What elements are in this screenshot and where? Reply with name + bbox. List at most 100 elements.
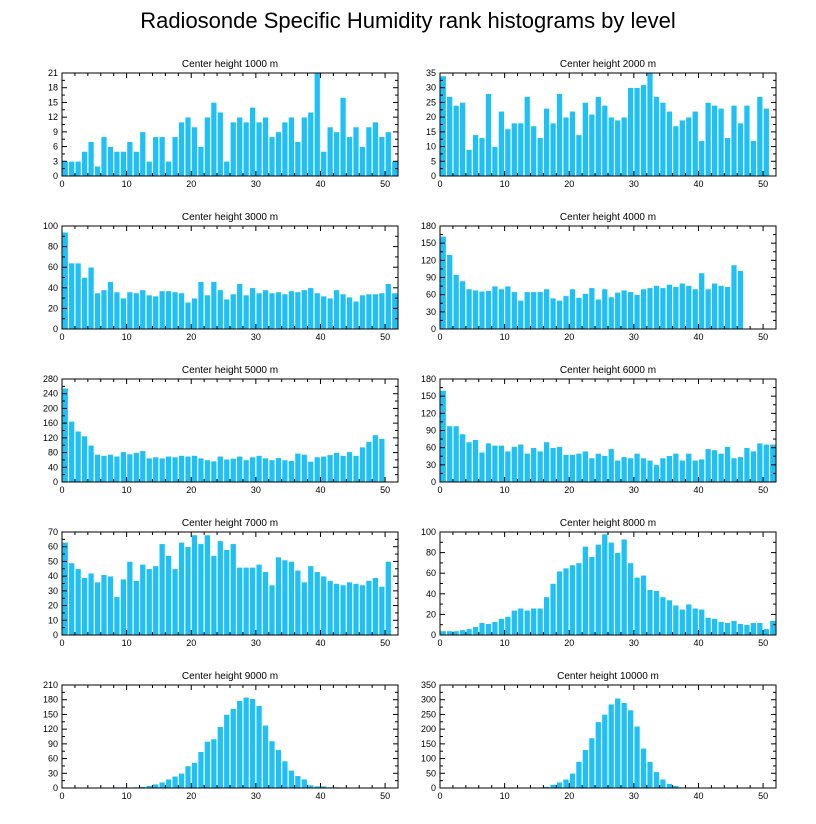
bar <box>698 458 705 483</box>
bar <box>152 136 159 177</box>
x-tick-label: 10 <box>500 638 510 648</box>
x-tick-label: 50 <box>758 791 768 801</box>
bar <box>139 131 146 177</box>
bar <box>301 778 308 789</box>
bar <box>730 105 738 177</box>
bar <box>152 783 159 789</box>
y-tick-label: 30 <box>48 768 58 778</box>
plot-frame <box>61 684 399 789</box>
bar <box>294 775 302 789</box>
bar <box>607 541 615 636</box>
bar <box>724 286 731 330</box>
bar <box>491 445 499 483</box>
bar <box>210 460 218 483</box>
bar <box>313 72 321 177</box>
bar <box>126 141 134 177</box>
y-tick-label: 3 <box>53 156 58 166</box>
y-tick-label: 180 <box>421 374 436 384</box>
bar <box>100 574 108 636</box>
y-tick-label: 60 <box>426 568 436 578</box>
bar <box>223 458 230 483</box>
bar <box>633 725 641 789</box>
bar <box>158 457 166 483</box>
bar <box>275 556 282 636</box>
bar <box>68 160 75 177</box>
bar <box>217 540 224 636</box>
bar <box>446 630 453 636</box>
bar <box>743 105 751 177</box>
x-tick-label: 10 <box>122 638 132 648</box>
bar <box>523 291 531 330</box>
bar <box>339 293 347 330</box>
bar <box>698 272 705 330</box>
bar <box>268 740 276 789</box>
bar <box>281 293 289 330</box>
x-tick-label: 30 <box>629 332 639 342</box>
bar <box>359 294 366 330</box>
bar <box>197 751 205 789</box>
bar <box>698 608 705 636</box>
bar <box>249 567 256 636</box>
y-tick-label: 9 <box>53 127 58 137</box>
bar <box>491 621 499 636</box>
bar <box>61 387 69 483</box>
y-tick-label: 0 <box>431 630 436 640</box>
bar <box>472 626 479 636</box>
y-tick-label: 60 <box>426 290 436 300</box>
bar <box>511 446 518 483</box>
bar <box>74 262 82 330</box>
bar <box>320 295 327 330</box>
bar <box>659 457 667 483</box>
bar <box>326 126 334 177</box>
bar <box>333 289 340 330</box>
bar <box>685 116 692 177</box>
bar <box>556 93 563 177</box>
bar <box>562 778 570 789</box>
y-tick-label: 0 <box>53 171 58 181</box>
bar <box>275 131 282 177</box>
bar <box>171 775 179 789</box>
bar <box>588 737 596 789</box>
bar <box>352 583 360 636</box>
bar <box>184 116 192 177</box>
x-tick-label: 0 <box>437 332 442 342</box>
y-tick-label: 5 <box>431 156 436 166</box>
panel-title: Center height 2000 m <box>560 59 656 70</box>
bar <box>268 584 276 636</box>
bar <box>326 297 334 330</box>
bar <box>439 390 447 483</box>
bar <box>294 569 302 636</box>
y-tick-label: 0 <box>53 783 58 793</box>
bar <box>333 452 340 483</box>
bar <box>204 459 211 483</box>
bar <box>478 290 486 330</box>
panel-3: Center height 3000 m 0 10 20 30 40 50 0 20 40 60 80… <box>43 212 399 342</box>
bar <box>126 561 134 636</box>
bar <box>646 589 654 636</box>
bar <box>750 140 757 177</box>
bar <box>504 616 512 636</box>
bar <box>262 724 269 789</box>
y-tick-label: 20 <box>426 112 436 122</box>
plot-frame <box>439 531 777 636</box>
bar <box>582 749 589 789</box>
bar <box>614 697 621 789</box>
x-tick-label: 30 <box>251 638 261 648</box>
bar <box>446 425 453 483</box>
panel-7: Center height 7000 m 0 10 20 30 40 50 0 10 20 30 40… <box>48 518 399 648</box>
bar <box>81 435 88 483</box>
x-tick-label: 0 <box>437 791 442 801</box>
bar <box>365 126 373 177</box>
x-tick-label: 10 <box>500 791 510 801</box>
bar <box>627 87 634 177</box>
bar <box>543 288 550 330</box>
y-tick-label: 15 <box>48 97 58 107</box>
y-tick-label: 40 <box>426 589 436 599</box>
bar <box>743 447 751 483</box>
y-tick-label: 60 <box>426 443 436 453</box>
bar <box>659 287 667 330</box>
bar <box>582 450 589 483</box>
bar <box>171 136 179 177</box>
bar <box>769 620 776 636</box>
bar <box>230 458 237 483</box>
